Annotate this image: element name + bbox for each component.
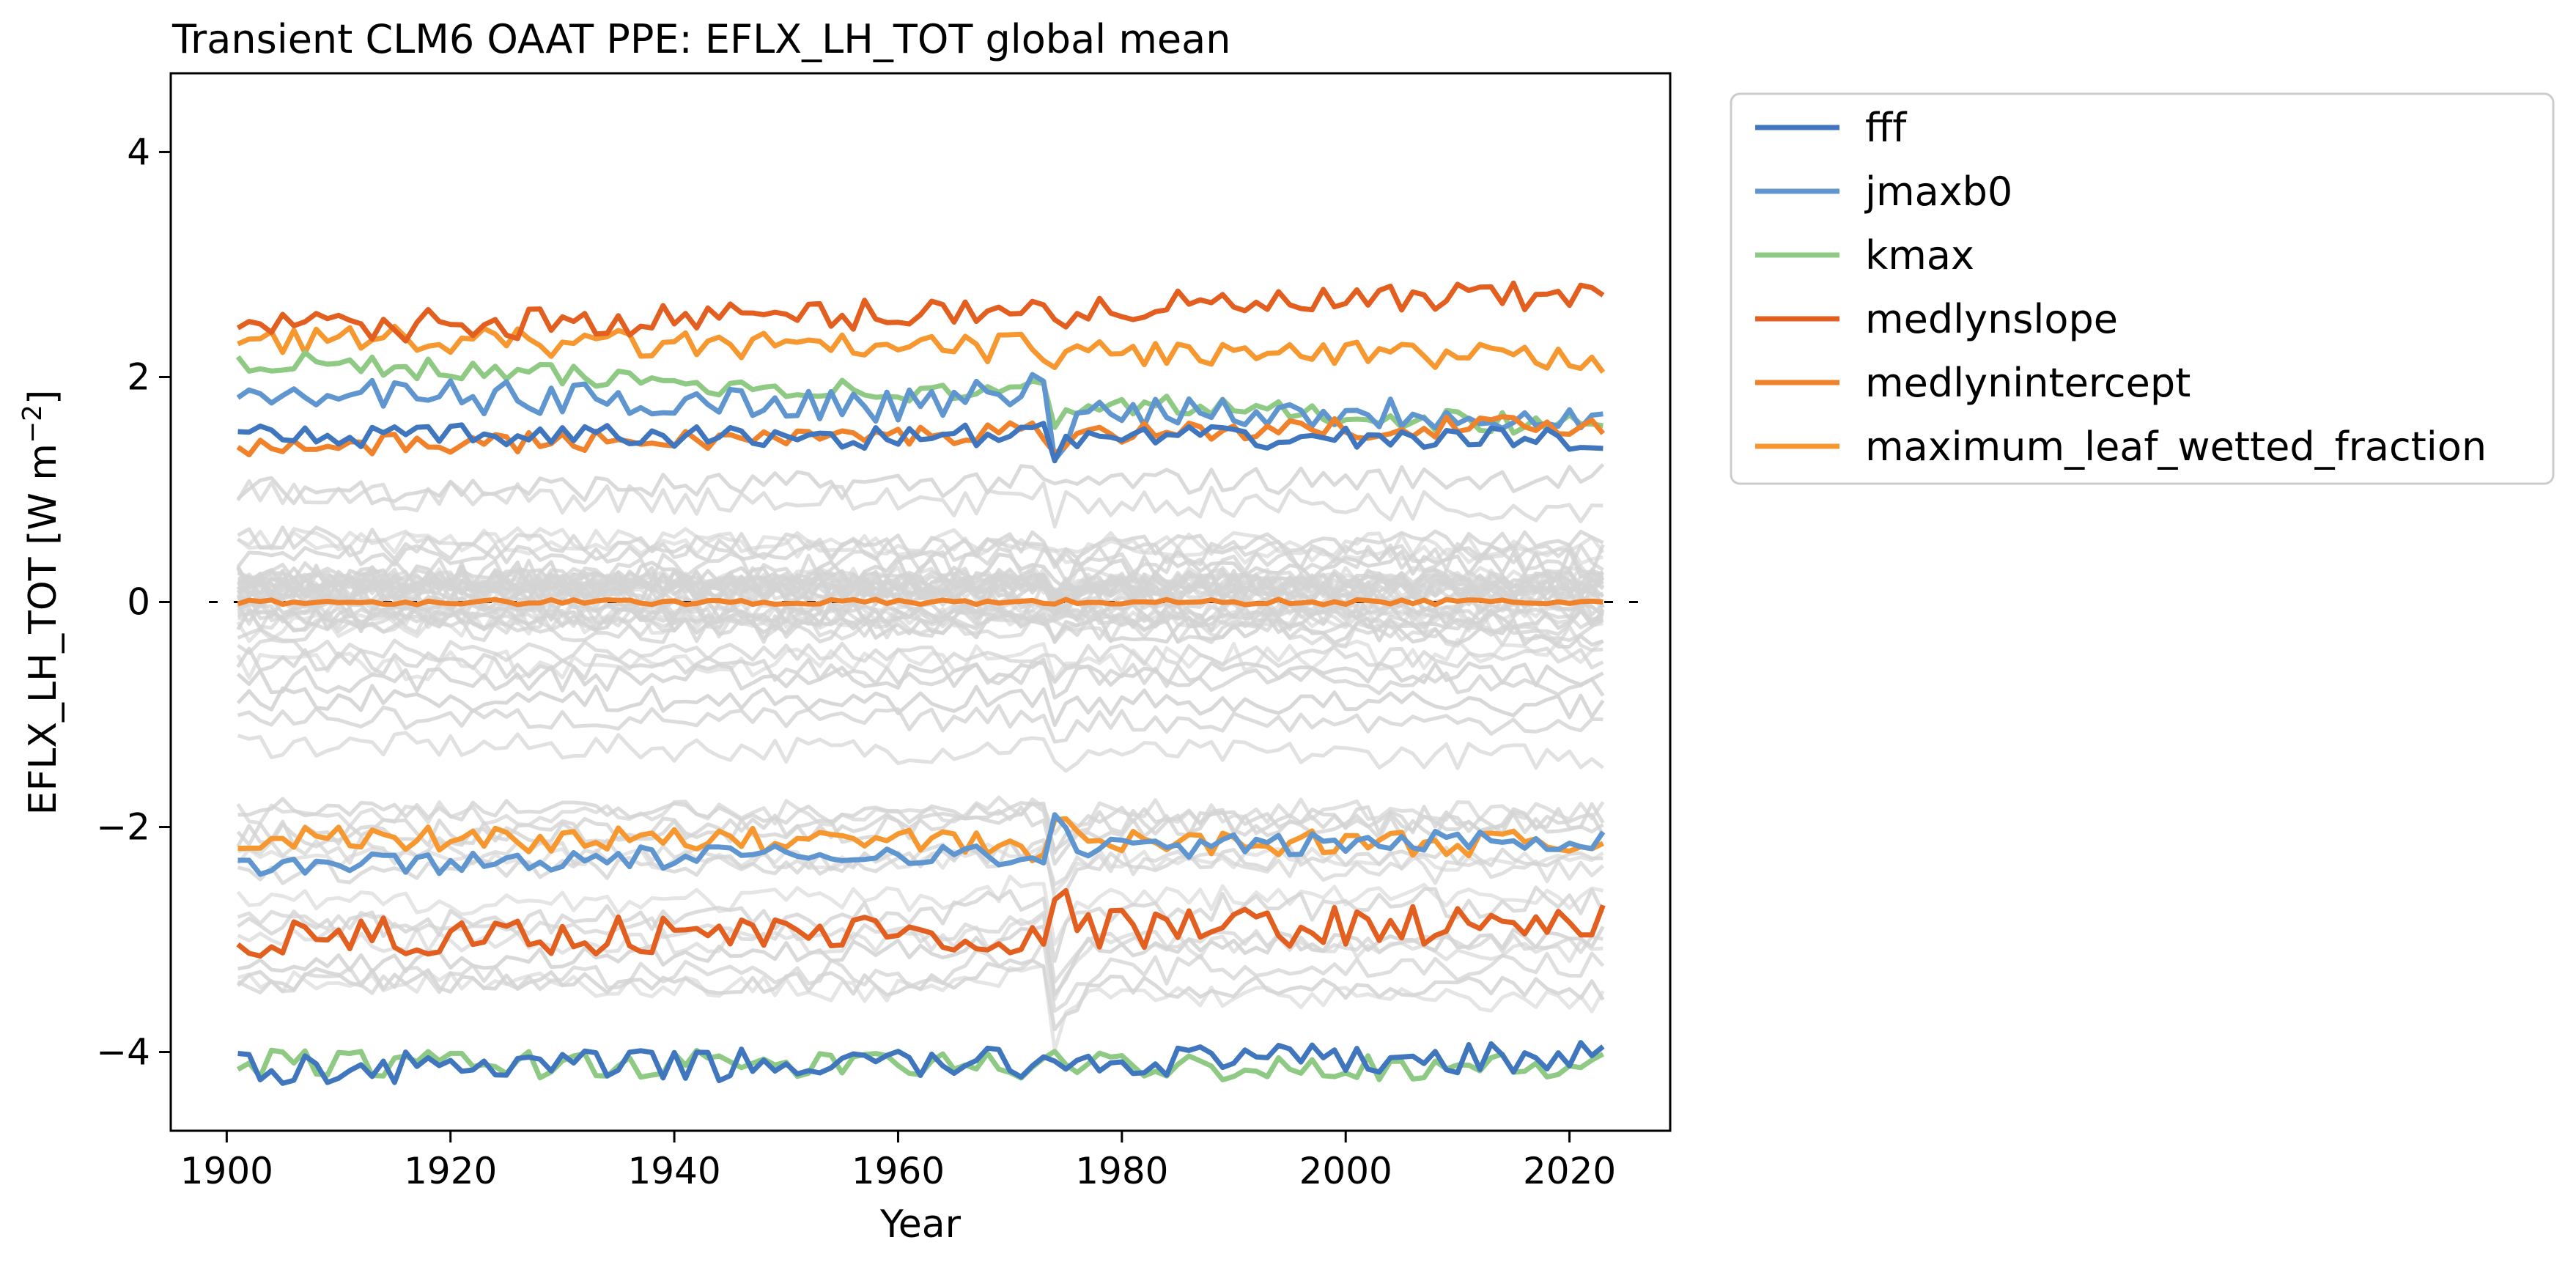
y-axis-label-main: EFLX_LH_TOT [W m (21, 443, 65, 815)
y-axis: −4 −2 0 2 4 (96, 130, 171, 1074)
series-line-jmaxb0-high (236, 372, 1603, 462)
legend: fff jmaxb0 kmax medlynslope medlynintercept m… (1730, 92, 2555, 485)
y-tick-label: 2 (127, 355, 150, 398)
x-tick-label: 1960 (852, 1150, 945, 1192)
legend-label-jmaxb0: jmaxb0 (1864, 169, 2012, 215)
y-axis-label: EFLX_LH_TOT [W m−2] (18, 390, 65, 816)
legend-label-kmax: kmax (1865, 232, 1974, 278)
background-ensemble-line (236, 874, 1603, 946)
background-ensemble-line (236, 646, 1605, 697)
background-ensemble-line (236, 958, 1605, 1032)
background-ensemble-line (236, 657, 1604, 700)
legend-label-maximum_leaf_wetted_fraction: maximum_leaf_wetted_fraction (1865, 424, 2487, 470)
y-axis-label-close: ] (21, 390, 65, 405)
background-ensemble-line (237, 531, 1603, 566)
y-tick-label: −2 (96, 806, 150, 849)
plot-area (209, 280, 1653, 1086)
background-ensemble-line (236, 529, 1604, 569)
y-axis-label-superscript: −2 (18, 405, 48, 443)
background-ensemble-line (237, 704, 1603, 744)
series-line-maximum_leaf_wetted_fraction-high (237, 323, 1606, 374)
background-ensemble-line (236, 638, 1605, 682)
y-tick-label: 0 (127, 581, 150, 624)
x-tick-label: 1900 (180, 1150, 273, 1192)
background-ensemble-line (237, 594, 1603, 636)
x-axis-label: Year (879, 1203, 962, 1247)
x-axis: 1900 1920 1940 1960 1980 2000 2020 (180, 1131, 1616, 1192)
legend-label-medlynslope: medlynslope (1865, 296, 2118, 342)
x-tick-label: 2020 (1523, 1150, 1616, 1192)
background-ensemble-line (237, 731, 1604, 773)
chart-title: Transient CLM6 OAAT PPE: EFLX_LH_TOT glo… (171, 16, 1230, 62)
legend-label-medlynintercept: medlynintercept (1865, 360, 2191, 406)
background-ensemble-line (237, 924, 1605, 997)
series-line-fff-low (237, 1040, 1605, 1086)
x-tick-label: 1980 (1075, 1150, 1168, 1192)
background-ensemble-line (237, 913, 1603, 1001)
background-ensemble-line (237, 571, 1605, 602)
y-tick-label: −4 (96, 1031, 150, 1074)
x-tick-label: 2000 (1299, 1150, 1392, 1192)
background-ensemble-line (236, 684, 1605, 727)
background-ensemble-line (237, 939, 1605, 1014)
series-line-medlynslope-low (236, 887, 1606, 959)
series-line-jmaxb0-low (237, 812, 1606, 877)
legend-label-fff: fff (1865, 105, 1908, 151)
background-ensemble-line (236, 463, 1605, 506)
background-ensemble-line (236, 548, 1604, 595)
background-ensemble-line (237, 797, 1604, 855)
background-ensemble-line (236, 566, 1603, 602)
background-ensemble-line (236, 479, 1603, 529)
y-tick-label: 4 (127, 130, 150, 173)
x-tick-label: 1940 (627, 1150, 720, 1192)
series-line-medlynslope-high (236, 280, 1605, 344)
series-line-medlynintercept-low (237, 597, 1603, 608)
series-line-fff-high (237, 421, 1603, 464)
legend-frame (1730, 92, 2555, 485)
background-ensemble-line (237, 964, 1605, 1052)
background-ensemble-line (236, 805, 1605, 866)
x-tick-label: 1920 (404, 1150, 497, 1192)
background-ensemble-line (237, 885, 1605, 963)
